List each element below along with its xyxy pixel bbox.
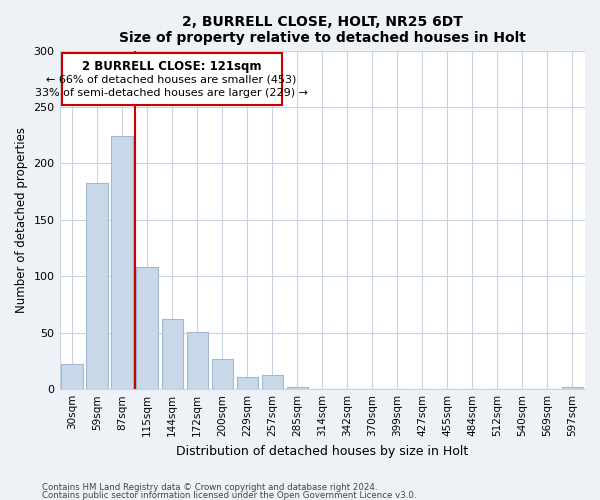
Title: 2, BURRELL CLOSE, HOLT, NR25 6DT
Size of property relative to detached houses in: 2, BURRELL CLOSE, HOLT, NR25 6DT Size of… [119, 15, 526, 45]
Bar [86, 182, 108, 389]
Bar [136, 268, 158, 389]
Bar [112, 136, 133, 389]
Y-axis label: Number of detached properties: Number of detached properties [15, 127, 28, 313]
Bar [161, 319, 183, 389]
FancyBboxPatch shape [62, 53, 282, 104]
Bar [187, 332, 208, 389]
Bar [61, 364, 83, 389]
Bar [262, 374, 283, 389]
Text: ← 66% of detached houses are smaller (453): ← 66% of detached houses are smaller (45… [46, 75, 297, 85]
Text: Contains HM Land Registry data © Crown copyright and database right 2024.: Contains HM Land Registry data © Crown c… [42, 484, 377, 492]
Text: Contains public sector information licensed under the Open Government Licence v3: Contains public sector information licen… [42, 490, 416, 500]
Bar [287, 387, 308, 389]
Text: 33% of semi-detached houses are larger (229) →: 33% of semi-detached houses are larger (… [35, 88, 308, 99]
X-axis label: Distribution of detached houses by size in Holt: Distribution of detached houses by size … [176, 444, 469, 458]
Bar [212, 358, 233, 389]
Bar [236, 377, 258, 389]
Bar [562, 387, 583, 389]
Text: 2 BURRELL CLOSE: 121sqm: 2 BURRELL CLOSE: 121sqm [82, 60, 262, 73]
